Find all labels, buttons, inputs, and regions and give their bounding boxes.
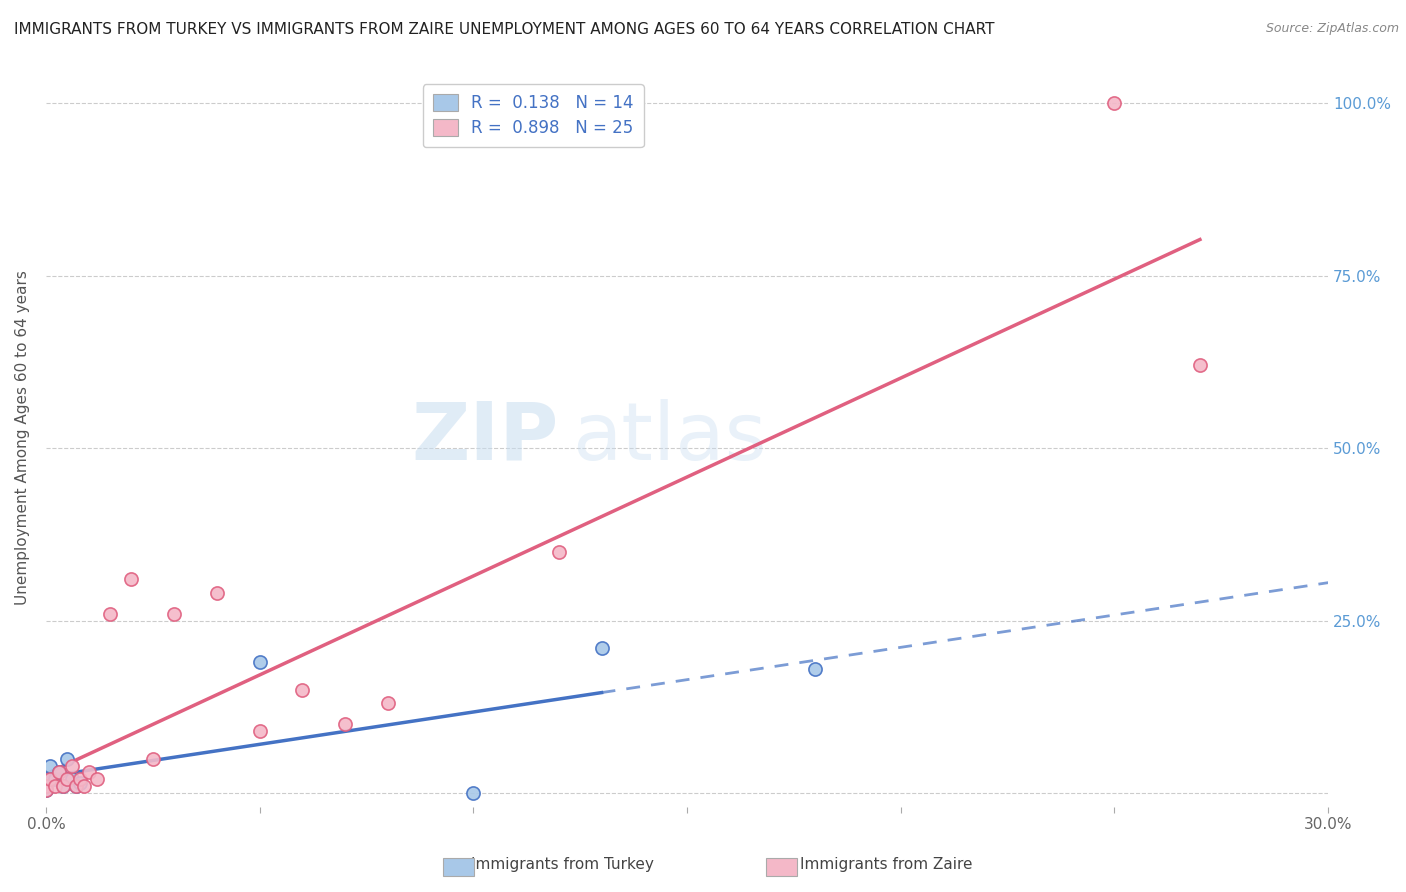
Point (142, 752, 165, 766)
Text: Source: ZipAtlas.com: Source: ZipAtlas.com (1265, 22, 1399, 36)
Point (249, 655, 271, 669)
Y-axis label: Unemployment Among Ages 60 to 64 years: Unemployment Among Ages 60 to 64 years (15, 270, 30, 605)
Point (98, 607, 121, 621)
Point (547, 544, 569, 558)
Point (291, 682, 314, 697)
Point (35, 772, 58, 787)
Point (35, 782, 58, 797)
Text: ZIP: ZIP (412, 399, 558, 476)
Point (249, 724, 271, 739)
Point (73, 779, 96, 793)
Point (48, 765, 70, 780)
Point (65, 779, 87, 793)
Point (463, 786, 485, 800)
Point (77, 765, 100, 780)
Point (52, 779, 75, 793)
Point (39, 772, 62, 787)
Point (60, 772, 83, 787)
Point (205, 586, 228, 600)
Text: Immigrants from Zaire: Immigrants from Zaire (800, 857, 972, 872)
Point (35, 782, 58, 797)
Point (69, 772, 91, 787)
Point (52, 779, 75, 793)
Point (804, 662, 827, 676)
Point (65, 779, 87, 793)
Point (591, 641, 613, 656)
Point (56, 752, 79, 766)
Text: Immigrants from Turkey: Immigrants from Turkey (471, 857, 654, 872)
Point (56, 772, 79, 787)
Point (333, 717, 356, 731)
Text: IMMIGRANTS FROM TURKEY VS IMMIGRANTS FROM ZAIRE UNEMPLOYMENT AMONG AGES 60 TO 64: IMMIGRANTS FROM TURKEY VS IMMIGRANTS FRO… (14, 22, 994, 37)
Point (35, 779, 58, 793)
Point (69, 776, 91, 790)
Point (1188, 359, 1211, 373)
Text: atlas: atlas (572, 399, 766, 476)
Legend: R =  0.138   N = 14, R =  0.898   N = 25: R = 0.138 N = 14, R = 0.898 N = 25 (423, 84, 644, 147)
Point (120, 572, 142, 586)
Point (44, 772, 66, 787)
Point (377, 697, 399, 711)
Point (163, 607, 186, 621)
Point (86, 772, 108, 787)
Point (48, 765, 70, 780)
Point (44, 779, 66, 793)
Point (1104, 96, 1126, 111)
Point (39, 758, 62, 772)
Point (60, 758, 83, 772)
